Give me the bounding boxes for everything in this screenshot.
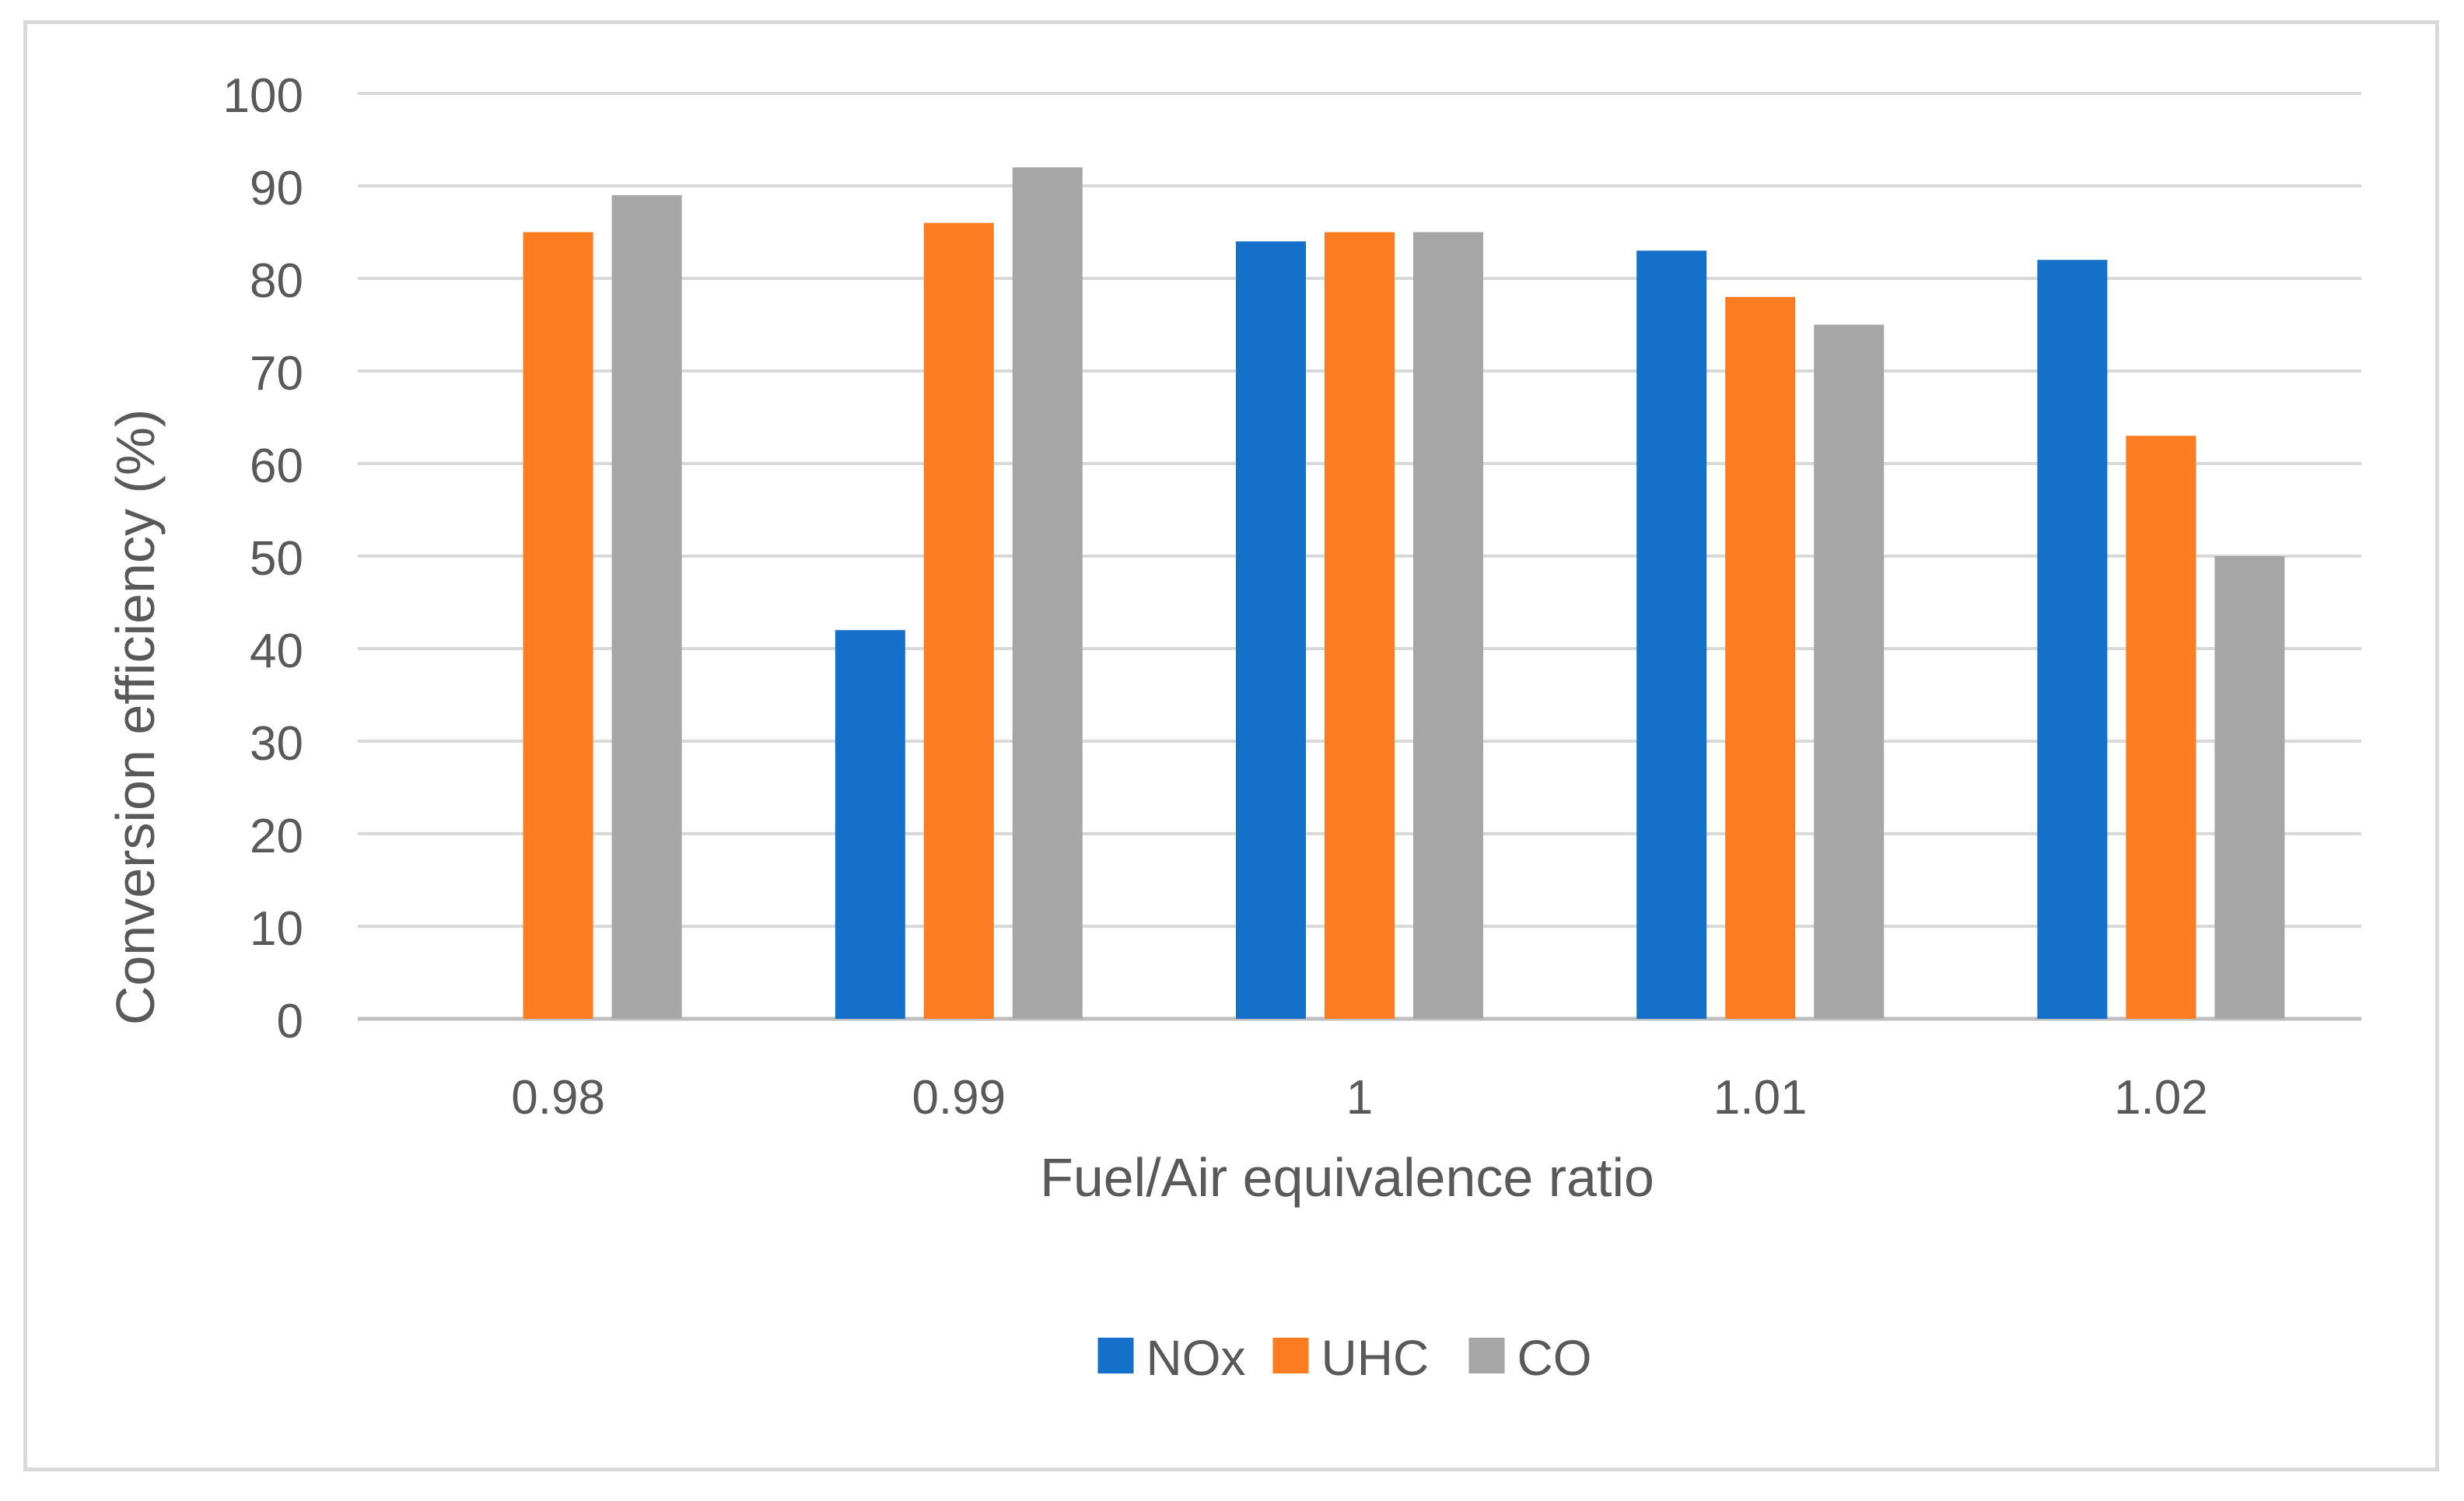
y-tick-label: 60 (250, 439, 303, 493)
y-tick-label: 40 (250, 625, 303, 678)
x-axis-label: Fuel/Air equivalence ratio (1040, 1147, 1654, 1208)
legend-label-uhc: UHC (1321, 1330, 1430, 1386)
bar-uhc-1.01 (1725, 296, 1796, 1019)
y-tick-label: 70 (250, 347, 303, 401)
legend-label-nox: NOx (1146, 1330, 1246, 1386)
bar-nox-1 (1236, 241, 1306, 1019)
chart-frame (23, 20, 2439, 1471)
bar-uhc-0.98 (523, 232, 593, 1019)
y-axis-label: Conversion efficiency (%) (105, 409, 166, 1025)
x-tick-label: 0.99 (912, 1071, 1006, 1125)
legend-label-co: CO (1517, 1330, 1592, 1386)
bar-co-1 (1413, 232, 1483, 1019)
y-tick-label: 50 (250, 532, 303, 586)
y-tick-label: 20 (250, 810, 303, 863)
bar-nox-1.02 (2037, 260, 2108, 1019)
y-tick-label: 80 (250, 254, 303, 308)
y-tick-label: 30 (250, 717, 303, 771)
bar-co-1.02 (2214, 556, 2285, 1019)
x-tick-label: 1 (1346, 1071, 1373, 1125)
bar-uhc-0.99 (923, 222, 994, 1020)
x-tick-label: 1.01 (1713, 1071, 1808, 1125)
bar-nox-0.99 (835, 630, 905, 1019)
bar-nox-1.01 (1636, 250, 1707, 1019)
legend-swatch-uhc (1272, 1338, 1309, 1373)
y-tick-label: 10 (250, 902, 303, 956)
x-tick-label: 0.98 (511, 1071, 605, 1125)
bar-uhc-1 (1325, 232, 1395, 1019)
legend-swatch-nox (1097, 1338, 1134, 1373)
bar-co-0.98 (611, 194, 682, 1019)
y-tick-label: 100 (223, 69, 303, 123)
bars (523, 167, 2285, 1020)
x-tick-label: 1.02 (2114, 1071, 2208, 1125)
y-tick-label: 0 (277, 995, 303, 1048)
legend-swatch-co (1468, 1338, 1505, 1373)
bar-co-1.01 (1814, 324, 1885, 1019)
bar-uhc-1.02 (2126, 436, 2196, 1019)
bar-co-0.99 (1012, 167, 1083, 1020)
y-axis-ticks: 0 10 20 30 40 50 60 70 80 90 100 (223, 69, 303, 1048)
y-tick-label: 90 (250, 162, 303, 215)
legend: NOx UHC CO (1097, 1330, 1592, 1386)
x-axis-ticks: 0.98 0.99 1 1.01 1.02 (511, 1071, 2207, 1125)
